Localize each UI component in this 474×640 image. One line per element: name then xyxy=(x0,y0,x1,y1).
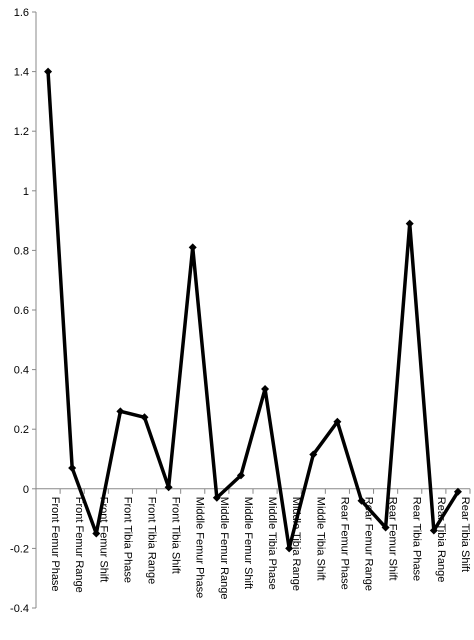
data-point-marker xyxy=(309,450,318,459)
data-point-marker xyxy=(140,413,149,422)
data-point-marker xyxy=(68,463,77,472)
y-tick-label: 0.8 xyxy=(14,245,29,257)
y-axis: -0.4 -0.2 0 0.2 0.4 0.6 0.8 1 1.2 1.4 1.6 xyxy=(10,7,37,615)
x-category-label: Rear Tibia Range xyxy=(435,497,447,583)
x-category-label: Front Femur Range xyxy=(73,497,85,593)
y-tick-label: 1 xyxy=(23,186,29,198)
x-category-label: Front Femur Shift xyxy=(97,497,109,583)
x-category-label: Rear Tibia Phase xyxy=(411,497,423,581)
x-category-label: Rear Femur Phase xyxy=(338,497,350,590)
x-category-label: Middle Femur Phase xyxy=(194,497,206,599)
x-category-label: Rear Femur Shift xyxy=(387,497,399,581)
y-tick-label: -0.2 xyxy=(10,543,29,555)
x-category-label: Middle Femur Range xyxy=(218,497,230,600)
data-point-marker xyxy=(236,471,245,480)
x-category-label: Middle Tibia Phase xyxy=(266,497,278,590)
x-category-label: Front Tibia Phase xyxy=(121,497,133,583)
y-tick-label: 1.2 xyxy=(14,126,29,138)
data-point-marker xyxy=(357,496,366,505)
y-tick-label: 1.6 xyxy=(14,7,29,19)
x-category-label: Front Tibia Shift xyxy=(170,497,182,574)
y-tick-label: 0.2 xyxy=(14,424,29,436)
y-tick-label: 1.4 xyxy=(14,67,29,79)
x-category-label: Middle Femur Shift xyxy=(242,497,254,589)
data-point-marker xyxy=(381,523,390,532)
data-point-marker xyxy=(92,529,101,538)
data-point-marker xyxy=(453,487,462,496)
data-point-marker xyxy=(261,384,270,393)
data-point-marker xyxy=(285,544,294,553)
x-category-label: Middle Tibia Shift xyxy=(314,497,326,581)
series-line xyxy=(46,71,460,551)
x-category-label: Front Tibia Range xyxy=(146,497,158,584)
x-axis: Front Femur Phase Front Femur Range Front … xyxy=(35,488,471,600)
data-point-marker xyxy=(405,219,414,228)
y-tick-label: 0.4 xyxy=(14,365,29,377)
x-category-label: Rear Femur Range xyxy=(363,497,375,591)
x-category-label: Front Femur Phase xyxy=(49,497,61,592)
data-point-marker xyxy=(116,407,125,416)
data-markers xyxy=(44,67,462,553)
x-category-label: Rear Tibia Shift xyxy=(459,497,471,572)
y-tick-label: 0.6 xyxy=(14,305,29,317)
y-tick-label: -0.4 xyxy=(10,603,29,615)
y-tick-label: 0 xyxy=(23,484,29,496)
data-point-marker xyxy=(44,67,53,76)
series-line-group xyxy=(46,71,460,551)
x-category-label: Middle Tibia Range xyxy=(290,497,302,591)
data-point-marker xyxy=(212,493,221,502)
data-point-marker xyxy=(188,243,197,252)
data-point-marker xyxy=(429,526,438,535)
data-point-marker xyxy=(164,483,173,492)
data-point-marker xyxy=(333,417,342,426)
